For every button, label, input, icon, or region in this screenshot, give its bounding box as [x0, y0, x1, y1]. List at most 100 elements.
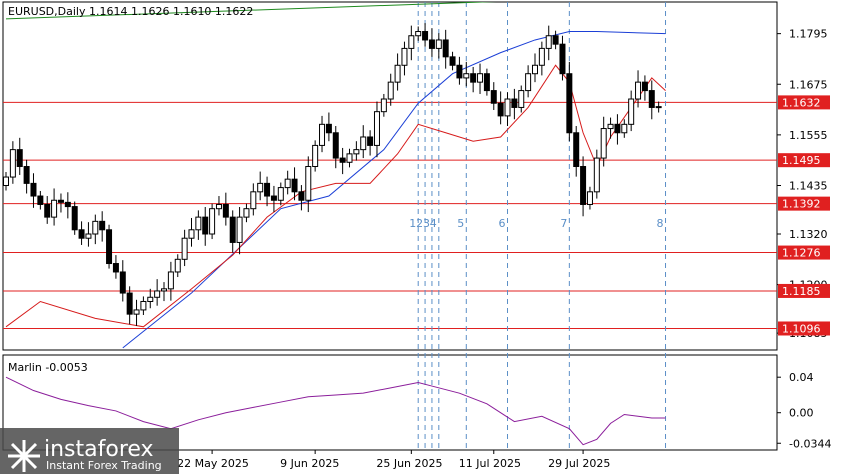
candle-body	[648, 90, 655, 108]
level-label-box	[778, 153, 830, 168]
osc-y-tick-label: 0.00	[789, 407, 814, 420]
candle-body	[92, 220, 99, 235]
candle-body	[161, 288, 168, 292]
candle-body	[209, 208, 216, 235]
candle-body	[339, 157, 346, 163]
candle-body	[525, 73, 532, 92]
candle-body	[222, 203, 229, 218]
level-label: 1.1096	[782, 322, 821, 335]
candle-body	[628, 98, 635, 125]
x-tick-label: 9 Jun 2025	[280, 457, 339, 470]
candle-body	[559, 43, 566, 75]
series-line	[5, 2, 497, 20]
logo-brand: instaforex	[44, 437, 154, 462]
candle-body	[147, 296, 154, 302]
candle-body	[16, 149, 23, 168]
candlesticks	[3, 23, 662, 326]
candle-body	[140, 300, 147, 311]
candle-body	[51, 199, 58, 218]
candle-body	[264, 182, 271, 197]
candle-body	[85, 233, 92, 239]
marker-label: 1	[409, 217, 416, 230]
candle-body	[291, 178, 298, 193]
candle-body	[600, 128, 607, 159]
candle-body	[23, 166, 30, 184]
candle-body	[373, 111, 380, 146]
candle-body	[614, 123, 621, 134]
candle-body	[470, 73, 477, 83]
candle-body	[538, 47, 545, 66]
level-labels: 1.1632 1.1495 1.1392 1.1276 1.1185 1.1096	[778, 95, 830, 336]
candle-body	[490, 90, 497, 104]
candle-body	[71, 206, 78, 231]
candle-body	[346, 153, 353, 163]
candle-body	[353, 149, 360, 155]
candle-body	[607, 123, 614, 130]
candle-body	[30, 182, 37, 197]
candle-body	[181, 237, 188, 260]
candle-body	[215, 203, 222, 210]
candle-body	[126, 292, 133, 315]
x-tick-label: 11 Jul 2025	[459, 457, 521, 470]
candle-body	[655, 106, 662, 109]
candle-body	[250, 191, 257, 210]
indicator-title: Marlin -0.0053	[8, 361, 88, 374]
candle-body	[545, 35, 552, 49]
candle-body	[106, 229, 113, 265]
candle-body	[463, 73, 470, 79]
candle-body	[99, 220, 106, 231]
candle-body	[511, 98, 518, 108]
candle-body	[456, 64, 463, 79]
candle-body	[332, 132, 339, 159]
candle-body	[319, 123, 326, 146]
chart-title: EURUSD,Daily 1.1614 1.1626 1.1610 1.1622	[8, 5, 253, 18]
level-label-box	[778, 321, 830, 336]
candle-body	[305, 166, 312, 201]
candle-body	[442, 39, 449, 58]
candle-body	[9, 149, 16, 178]
osc-y-tick-label: 0.04	[789, 371, 814, 384]
candle-body	[44, 203, 51, 218]
candle-body	[593, 157, 600, 193]
candle-body	[483, 73, 490, 92]
candle-body	[586, 191, 593, 205]
marlin-oscillator: 0.04 0.00 -0.0344	[5, 371, 831, 450]
candle-body	[518, 90, 525, 108]
marker-label: 3	[423, 217, 430, 230]
candle-body	[277, 187, 284, 201]
logo-tagline: Instant Forex Trading	[46, 459, 162, 472]
candle-body	[270, 195, 277, 201]
candle-body	[449, 56, 456, 66]
candle-body	[257, 182, 264, 193]
main-plot-area	[2, 1, 778, 351]
candle-body	[174, 258, 181, 273]
candle-body	[188, 229, 195, 239]
level-label-box	[778, 196, 830, 211]
marker-label: 5	[457, 217, 464, 230]
marker-label: 8	[657, 217, 664, 230]
candle-body	[573, 132, 580, 168]
marker-label: 2	[416, 217, 423, 230]
candle-body	[380, 98, 387, 113]
candle-body	[621, 123, 628, 134]
level-label-box	[778, 283, 830, 298]
candle-body	[3, 176, 9, 186]
candle-body	[195, 216, 202, 231]
candle-body	[497, 102, 504, 117]
marker-label: 7	[560, 217, 567, 230]
candle-body	[394, 64, 401, 83]
candle-body	[408, 35, 415, 49]
candle-body	[112, 263, 119, 273]
level-label-box	[778, 95, 830, 110]
marker-label: 4	[430, 217, 437, 230]
candle-body	[422, 31, 429, 41]
candle-body	[167, 271, 174, 290]
y-tick-label: 1.1435	[789, 179, 828, 192]
series-line	[122, 31, 666, 349]
marlin-line	[5, 376, 666, 446]
candle-body	[119, 271, 126, 294]
y-tick-label: 1.1555	[789, 129, 828, 142]
level-label-box	[778, 245, 830, 260]
candle-body	[435, 39, 442, 49]
